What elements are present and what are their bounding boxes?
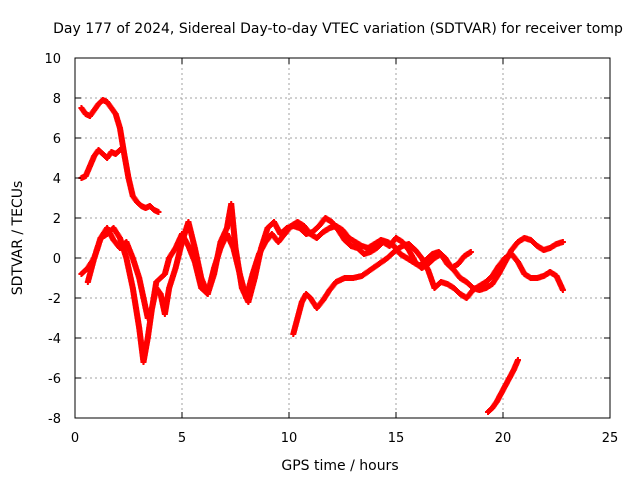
series-track-4 bbox=[84, 219, 474, 365]
x-tick-label: 25 bbox=[602, 431, 619, 446]
series-track-1 bbox=[78, 97, 162, 215]
x-tick-label: 5 bbox=[178, 431, 186, 446]
y-tick-label: 2 bbox=[53, 212, 61, 227]
y-tick-label: 0 bbox=[53, 252, 61, 267]
data-points bbox=[78, 97, 566, 415]
grid bbox=[75, 58, 610, 418]
y-tick-label: 4 bbox=[53, 172, 61, 187]
y-tick-label: -8 bbox=[48, 412, 61, 427]
axis-ticks: 0 5 10 15 20 25 -8 -6 -4 -2 0 2 4 6 8 10 bbox=[44, 52, 618, 446]
series-track-2 bbox=[78, 147, 123, 181]
x-tick-label: 20 bbox=[495, 431, 512, 446]
y-tick-label: 8 bbox=[53, 92, 61, 107]
y-tick-label: 10 bbox=[44, 52, 61, 67]
plot-frame bbox=[74, 57, 611, 419]
series-track-5 bbox=[290, 241, 566, 337]
data-point bbox=[559, 239, 566, 245]
x-tick-label: 10 bbox=[281, 431, 298, 446]
x-tick-label: 15 bbox=[388, 431, 405, 446]
x-axis-title: GPS time / hours bbox=[281, 458, 398, 474]
series-track-6 bbox=[485, 357, 521, 415]
data-point bbox=[467, 249, 474, 255]
y-tick-label: -6 bbox=[48, 372, 61, 387]
data-point bbox=[155, 209, 162, 215]
y-tick-label: -2 bbox=[48, 292, 61, 307]
chart-title: Day 177 of 2024, Sidereal Day-to-day VTE… bbox=[53, 21, 623, 37]
data-point bbox=[559, 287, 566, 293]
y-tick-label: -4 bbox=[48, 332, 61, 347]
x-tick-label: 0 bbox=[71, 431, 79, 446]
y-tick-label: 6 bbox=[53, 132, 61, 147]
data-point bbox=[116, 147, 123, 153]
y-axis-title: SDTVAR / TECUs bbox=[10, 181, 26, 296]
data-point bbox=[514, 357, 521, 363]
